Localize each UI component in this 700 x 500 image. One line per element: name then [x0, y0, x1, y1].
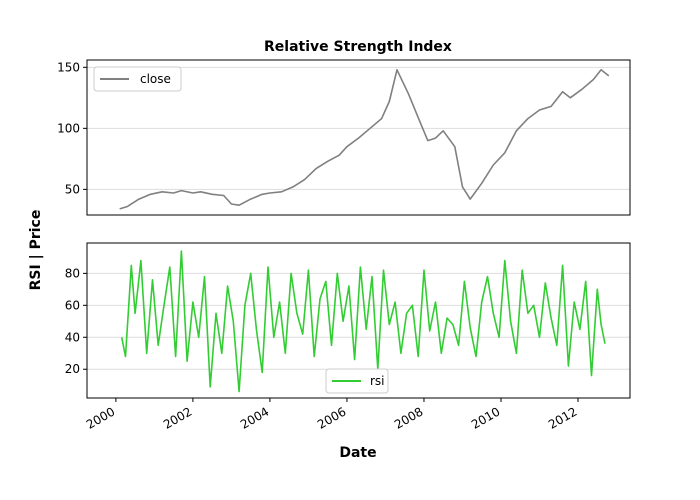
y-tick-label: 150: [57, 60, 80, 74]
rsi-legend-label: rsi: [370, 374, 385, 388]
y-tick-label: 50: [65, 182, 80, 196]
rsi-y-ticks: 20 40 60 80: [65, 266, 87, 376]
y-tick-label: 100: [57, 121, 80, 135]
rsi-axes-frame: [86, 242, 631, 399]
price-panel: 50 100 150 close: [57, 59, 631, 216]
close-legend-label: close: [140, 72, 171, 86]
x-axis-label: Date: [339, 445, 376, 461]
rsi-series-line: [120, 250, 606, 393]
y-tick-label: 60: [65, 298, 80, 312]
rsi-legend: rsi: [325, 368, 389, 394]
price-legend-box: [93, 66, 182, 92]
price-axes-frame: [86, 59, 631, 216]
y-tick-label: 40: [65, 330, 80, 344]
y-axis-label: RSI | Price: [28, 210, 44, 291]
price-legend: close: [93, 66, 182, 92]
y-tick-label: 80: [65, 266, 80, 280]
close-series-line: [119, 69, 610, 210]
y-tick-label: 20: [65, 362, 80, 376]
price-y-ticks: 50 100 150: [57, 60, 87, 196]
chart-title: Relative Strength Index: [264, 39, 452, 55]
